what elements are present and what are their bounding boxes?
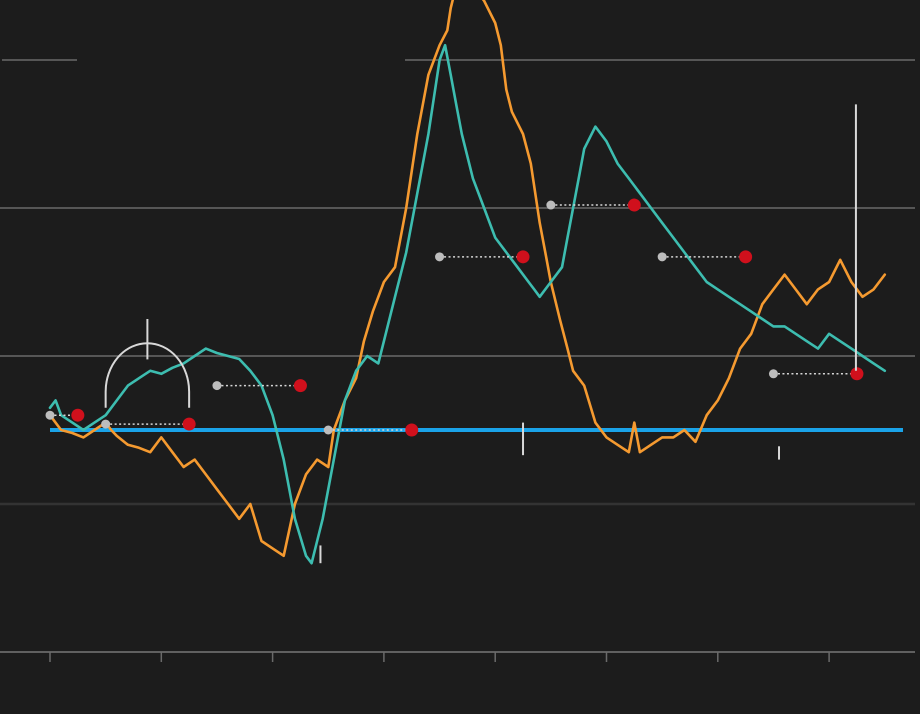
- forecast-point-marker: [516, 250, 530, 264]
- orange-series-line: [48, 0, 887, 558]
- teal-series-line: [48, 43, 887, 565]
- forecast-point-marker: [739, 250, 753, 264]
- series-layer: [48, 0, 887, 565]
- start-point-marker: [101, 419, 111, 429]
- forecast-point-marker: [71, 408, 85, 422]
- forecast-point-marker: [850, 367, 864, 381]
- x-axis: [0, 651, 915, 662]
- forecast-point-marker: [182, 417, 196, 431]
- start-point-marker: [323, 425, 333, 435]
- forecast-point-marker: [293, 379, 307, 393]
- start-point-marker: [212, 381, 222, 391]
- forecast-layer: [45, 198, 864, 437]
- start-point-marker: [768, 369, 778, 379]
- annotation-layer: [104, 104, 857, 564]
- start-point-marker: [657, 252, 667, 262]
- forecast-point-marker: [627, 198, 641, 212]
- start-point-marker: [45, 410, 55, 420]
- forecast-point-marker: [405, 423, 419, 437]
- start-point-marker: [546, 200, 556, 210]
- start-point-marker: [435, 252, 445, 262]
